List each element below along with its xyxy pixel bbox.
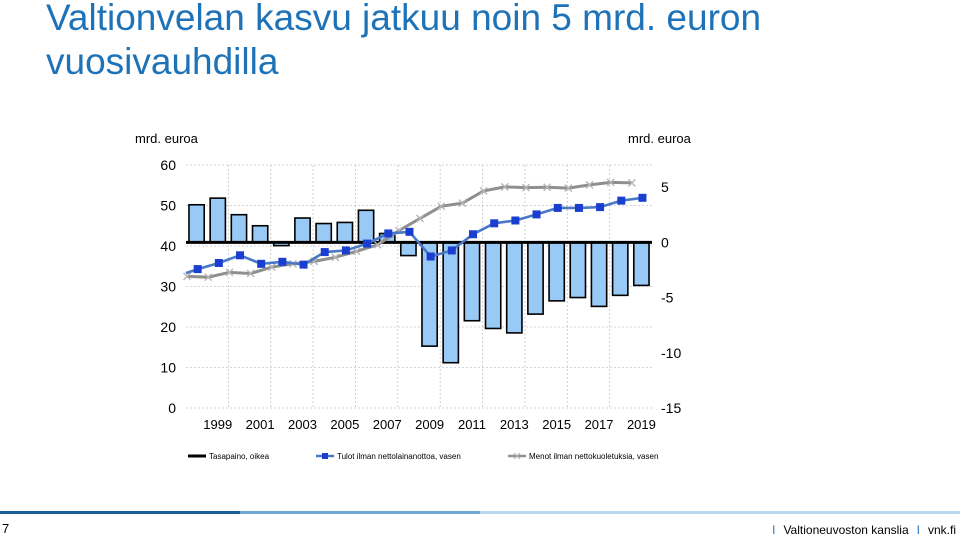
income-point (214, 259, 223, 268)
footer-site[interactable]: vnk.fi (927, 523, 956, 537)
balance-bar (230, 213, 248, 244)
expense-point (606, 178, 615, 187)
left-tick-label: 30 (160, 279, 176, 295)
footer-separator: I (772, 523, 776, 537)
legend-label-balance: Tasapaino, oikea (209, 452, 270, 461)
right-tick-label: -15 (661, 400, 681, 416)
x-tick-label: 2005 (330, 417, 359, 432)
expense-point (564, 184, 573, 193)
balance-bar (294, 217, 311, 244)
expense-point (267, 263, 276, 272)
income-point (447, 246, 456, 255)
income-point (193, 265, 202, 274)
balance-bar (463, 241, 481, 322)
balance-bar (569, 241, 587, 299)
balance-bar (632, 241, 650, 287)
income-point (341, 246, 350, 255)
balance-bar (548, 241, 566, 302)
income-point (617, 196, 626, 205)
income-point (553, 203, 562, 212)
balance-bar (399, 241, 417, 257)
balance-bar (315, 222, 333, 244)
right-tick-label: 5 (661, 179, 669, 195)
left-axis-title: mrd. euroa (135, 131, 199, 146)
expense-point (627, 178, 636, 187)
footer-divider (0, 511, 960, 514)
x-tick-label: 1999 (203, 417, 232, 432)
expense-point (416, 214, 425, 223)
income-point (405, 227, 414, 236)
income-point (469, 230, 478, 239)
balance-bar (505, 241, 523, 334)
left-tick-label: 40 (160, 238, 176, 254)
income-point (638, 193, 647, 202)
income-point (320, 248, 329, 257)
income-point (596, 203, 605, 212)
x-tick-label: 2009 (415, 417, 444, 432)
income-point (236, 251, 245, 260)
legend-label-income: Tulot ilman nettolainanottoa, vasen (337, 452, 461, 461)
expense-point (183, 272, 192, 281)
income-point (426, 252, 435, 261)
x-tick-label: 2015 (542, 417, 571, 432)
left-tick-label: 50 (160, 198, 176, 214)
balance-bar (209, 197, 227, 244)
expense-point (521, 183, 530, 192)
x-tick-label: 2007 (373, 417, 402, 432)
x-tick-label: 2001 (246, 417, 275, 432)
balance-bar (251, 224, 269, 244)
expense-point (479, 186, 488, 195)
x-tick-label: 2019 (627, 417, 656, 432)
expense-point (543, 183, 552, 192)
expense-point (331, 253, 340, 262)
income-point (278, 257, 287, 266)
legend-marker-income (322, 453, 328, 459)
income-point (257, 259, 266, 268)
balance-bar (442, 241, 460, 364)
left-tick-label: 60 (160, 157, 176, 173)
x-tick-label: 2003 (288, 417, 317, 432)
income-point (299, 260, 308, 269)
left-tick-label: 10 (160, 360, 176, 376)
balance-bar (188, 203, 206, 244)
x-tick-label: 2013 (500, 417, 529, 432)
balance-bar (357, 209, 375, 244)
expense-point (585, 180, 594, 189)
expense-point (246, 269, 255, 278)
left-tick-label: 0 (168, 400, 176, 416)
legend-marker-expense (513, 452, 521, 460)
income-point (511, 216, 520, 225)
slide-title: Valtionvelan kasvu jatkuu noin 5 mrd. eu… (46, 0, 762, 82)
expense-point (458, 199, 467, 208)
income-point (532, 210, 541, 219)
income-point (363, 239, 372, 248)
expense-point (500, 182, 509, 191)
expense-point (437, 202, 446, 211)
legend-label-expense: Menot ilman nettokuoletuksia, vasen (529, 452, 658, 461)
income-point (574, 203, 583, 212)
right-tick-label: -10 (661, 345, 681, 361)
expense-line (187, 180, 632, 279)
balance-bar (527, 241, 544, 315)
expense-point (373, 240, 382, 249)
balance-bar (336, 221, 354, 244)
right-tick-label: -5 (661, 290, 674, 306)
balance-bar (484, 241, 502, 330)
right-axis-title: mrd. euroa (628, 131, 692, 146)
right-tick-label: 0 (661, 234, 669, 250)
x-tick-label: 2011 (458, 417, 486, 432)
expense-point (225, 268, 234, 277)
page-number: 7 (2, 521, 10, 536)
expense-point (204, 273, 213, 282)
x-tick-label: 2017 (585, 417, 614, 432)
balance-bar (590, 241, 608, 308)
left-tick-label: 20 (160, 319, 176, 335)
income-point (384, 229, 393, 238)
income-point (490, 219, 499, 228)
footer-separator: I (916, 523, 920, 537)
balance-bar (611, 241, 629, 297)
footer-org: Valtioneuvoston kanslia (783, 523, 909, 537)
